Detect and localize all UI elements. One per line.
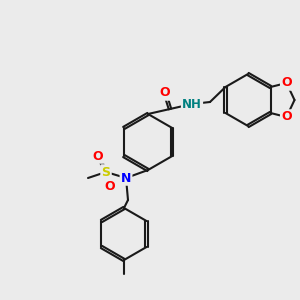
Text: O: O xyxy=(93,149,103,163)
Text: O: O xyxy=(281,110,292,124)
Text: O: O xyxy=(160,86,170,100)
Text: NH: NH xyxy=(182,98,202,110)
Text: N: N xyxy=(121,172,131,184)
Text: O: O xyxy=(105,179,115,193)
Text: O: O xyxy=(281,76,292,89)
Text: S: S xyxy=(101,166,110,178)
